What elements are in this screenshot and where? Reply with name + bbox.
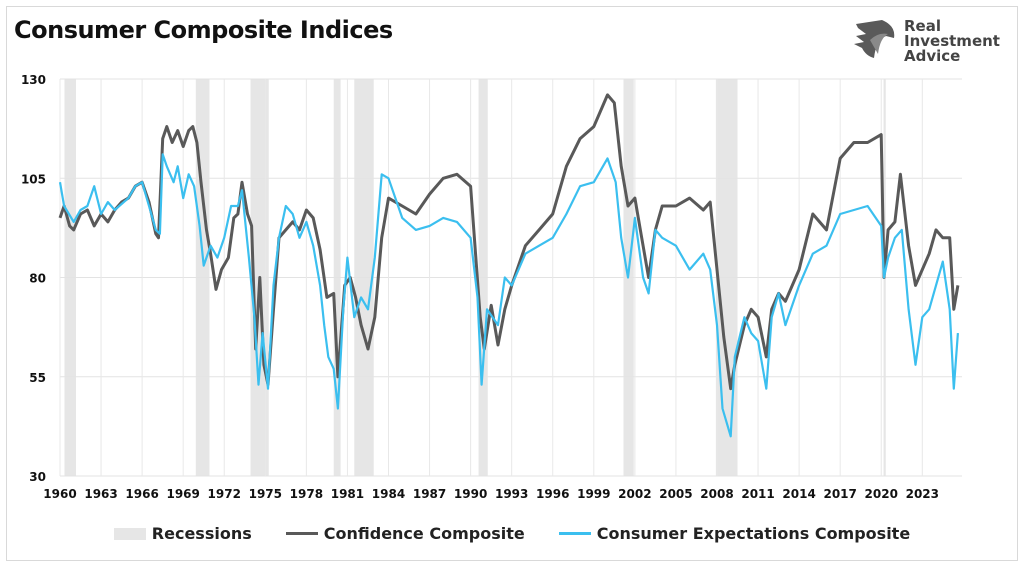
logo: Real Investment Advice: [852, 14, 1012, 68]
legend-item-recessions: Recessions: [113, 524, 252, 543]
x-tick-label: 1999: [577, 487, 610, 501]
x-tick-label: 1963: [84, 487, 117, 501]
recession-swatch: [113, 527, 146, 540]
x-tick-label: 1960: [43, 487, 76, 501]
chart-frame: [6, 6, 1018, 561]
x-tick-label: 2011: [741, 487, 774, 501]
y-tick-label: 105: [21, 172, 46, 186]
logo-text: Real Investment Advice: [904, 16, 1000, 65]
x-tick-label: 1972: [208, 487, 241, 501]
x-tick-label: 2005: [659, 487, 692, 501]
expectations-composite-line: [58, 153, 959, 438]
y-tick-label: 130: [21, 73, 46, 87]
legend-item-expectations: Consumer Expectations Composite: [558, 524, 910, 543]
x-tick-label: 1984: [372, 487, 405, 501]
y-tick-label: 55: [29, 371, 46, 385]
x-tick-label: 2002: [618, 487, 651, 501]
x-tick-label: 1987: [413, 487, 446, 501]
confidence-composite-line: [58, 93, 960, 391]
legend: Recessions Confidence Composite Consumer…: [0, 524, 1024, 543]
expectations-swatch: [558, 532, 591, 535]
x-tick-label: 2014: [782, 487, 815, 501]
confidence-swatch: [285, 532, 318, 535]
eagle-logo-icon: [854, 20, 895, 58]
x-tick-label: 1993: [495, 487, 528, 501]
x-tick-label: 2017: [823, 487, 856, 501]
y-tick-label: 80: [29, 272, 46, 286]
x-tick-label: 2023: [906, 487, 939, 501]
chart-title: Consumer Composite Indices: [14, 16, 393, 44]
x-tick-label: 1966: [125, 487, 158, 501]
y-tick-label: 30: [29, 470, 46, 484]
x-tick-label: 1975: [249, 487, 282, 501]
x-tick-label: 1981: [331, 487, 364, 501]
legend-item-confidence: Confidence Composite: [285, 524, 525, 543]
chart-plot: 30 55 80 105 130 1960 1963 1966 1969 1972 1975 1978…: [21, 73, 962, 501]
x-tick-label: 1996: [536, 487, 569, 501]
x-tick-label: 1969: [166, 487, 199, 501]
x-tick-label: 2020: [865, 487, 898, 501]
x-tick-label: 1990: [454, 487, 487, 501]
x-tick-label: 2008: [700, 487, 733, 501]
x-tick-label: 1978: [290, 487, 323, 501]
